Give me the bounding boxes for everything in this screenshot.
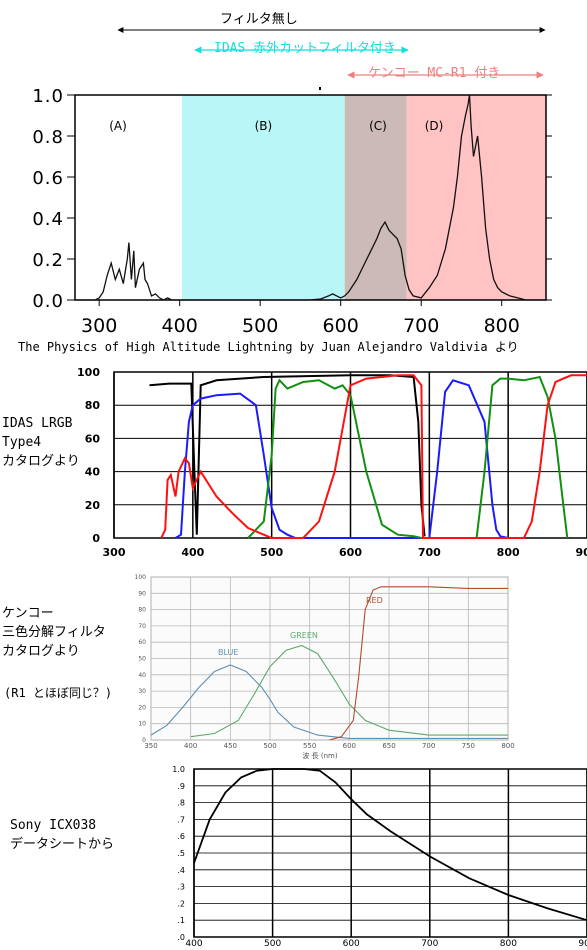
chart3-ytick-label: 90	[138, 590, 146, 597]
chart1-region-label: (A)	[109, 119, 127, 133]
chart3-ytick-label: 70	[138, 623, 146, 630]
chart3-ytick-label: 100	[135, 574, 147, 581]
chart1-spectrum-line	[75, 94, 546, 301]
chart4-xtick-label: 400	[185, 939, 202, 949]
chart2-xtick-label: 700	[418, 546, 441, 559]
chart3-ytick-label: 0	[142, 737, 146, 744]
chart4-ytick-label: .6	[177, 832, 185, 841]
chart4-ytick-label: .9	[177, 782, 185, 791]
chart2-side-label: IDAS LRGB Type4 カタログより	[2, 416, 80, 469]
chart2-xtick-label: 600	[339, 546, 362, 559]
chart1-ytick-label: 0.4	[32, 209, 64, 230]
chart3-ytick-label: 30	[138, 688, 146, 695]
chart3-xtick-label: 350	[144, 742, 157, 750]
chart2-xtick-label: 800	[497, 546, 520, 559]
chart4-ytick-label: .2	[177, 899, 185, 908]
chart4-xtick-label: 600	[343, 939, 360, 949]
chart1-region-band	[344, 95, 407, 300]
chart4-ytick-label: .3	[177, 883, 185, 892]
chart2-ytick-label: 80	[85, 399, 101, 412]
chart3-ytick-label: 60	[138, 639, 146, 646]
chart2-xtick-label: 400	[181, 546, 204, 559]
chart3-ytick-label: 50	[138, 656, 146, 663]
chart3-series-line	[329, 586, 508, 741]
chart3-side-label: ケンコー 三色分解フィルタ カタログより	[2, 606, 106, 659]
chart1-lightning-spectrum: (A) (B) (C) (D) 0.0 0.2 0.4 0.6 0.8 1.0 300 400 500 6…	[32, 86, 552, 337]
chart1-xtick-label: 400	[162, 315, 198, 337]
chart4-ytick-label: .8	[177, 799, 185, 808]
chart3-series-label: RED	[366, 596, 383, 605]
chart3-xtick-label: 500	[263, 742, 276, 750]
chart3-ytick-label: 20	[138, 704, 146, 711]
chart4-xtick-label: 800	[500, 939, 517, 949]
chart1-xtick-label: 800	[484, 315, 520, 337]
chart2-ytick-label: 60	[85, 432, 101, 445]
chart1-region-label: (D)	[425, 119, 444, 133]
chart2-idas-lrgb: 0 20 40 60 80 100 300 400 500 600 700 800 900	[77, 366, 587, 559]
chart3-xtick-label: 550	[303, 742, 316, 750]
chart1-caption: The Physics of High Altitude Lightning b…	[18, 340, 519, 354]
chart3-xtick-label: 700	[422, 742, 435, 750]
header-no-filter: フィルタ無し	[220, 12, 298, 27]
chart1-xtick-label: 600	[323, 315, 359, 337]
chart4-sony-ccd: .0 .1 .2 .3 .4 .5 .6 .7 .8 .9 1.0 400 500 600 700 800 90…	[172, 765, 587, 949]
chart1-ytick-label: 0.8	[32, 127, 64, 148]
chart3-ytick-label: 40	[138, 672, 146, 679]
chart3-ytick-label: 80	[138, 607, 146, 614]
chart1-region-label: (B)	[255, 119, 273, 133]
chart2-xtick-label: 300	[103, 546, 126, 559]
chart3-note: (R1 とほぼ同じ？)	[4, 686, 113, 700]
chart1-xtick-label: 500	[242, 315, 278, 337]
chart1-xtick-label: 300	[81, 315, 117, 337]
chart3-series-label: GREEN	[290, 631, 318, 640]
chart3-xlabel: 波 長 (nm)	[302, 751, 337, 760]
chart4-xtick-label: 900	[578, 939, 587, 949]
chart1-region-band	[182, 95, 345, 300]
chart1-region-label: (C)	[369, 119, 387, 133]
chart3-xtick-label: 650	[382, 742, 395, 750]
chart3-xtick-label: 400	[184, 742, 197, 750]
chart1-ytick-label: 1.0	[32, 86, 64, 107]
chart4-xtick-label: 500	[264, 939, 281, 949]
chart3-xtick-label: 450	[224, 742, 237, 750]
chart4-ytick-label: .7	[177, 815, 185, 824]
chart3-xtick-label: 600	[343, 742, 356, 750]
chart2-xtick-label: 900	[576, 546, 587, 559]
chart2-ytick-label: 100	[77, 366, 100, 379]
chart4-frame	[193, 768, 587, 938]
chart1-ytick-label: 0.0	[32, 291, 64, 312]
chart3-xtick-label: 750	[462, 742, 475, 750]
chart3-kenko-filter: 0 10 20 30 40 50 60 70 80 90 100 350 400 450 500 550 600…	[135, 574, 515, 760]
chart2-series-green	[247, 375, 569, 539]
chart4-ytick-label: .1	[177, 916, 185, 925]
chart2-series-red	[160, 374, 587, 539]
chart4-ytick-label: .0	[177, 933, 185, 942]
chart4-ytick-label: .4	[177, 866, 185, 875]
chart2-ytick-label: 40	[85, 466, 101, 479]
chart4-ytick-label: 1.0	[172, 765, 185, 774]
chart1-ytick-label: 0.2	[32, 250, 64, 271]
chart2-series-black	[149, 374, 426, 537]
chart4-ytick-label: .5	[177, 849, 185, 858]
chart3-series-label: BLUE	[218, 648, 238, 657]
chart2-ytick-label: 0	[92, 532, 100, 545]
chart4-response-line	[193, 768, 587, 922]
chart2-xtick-label: 500	[260, 546, 283, 559]
chart1-xtick-label: 700	[403, 315, 439, 337]
dot-mark	[319, 87, 321, 90]
chart1-region-band	[406, 95, 546, 300]
chart3-xtick-label: 800	[501, 742, 514, 750]
chart1-ytick-label: 0.6	[32, 168, 64, 189]
chart4-xtick-label: 700	[421, 939, 438, 949]
chart2-ytick-label: 20	[85, 499, 101, 512]
chart3-ytick-label: 10	[138, 721, 146, 728]
chart3-series-line	[190, 644, 508, 738]
chart4-side-label: Sony ICX038 データシートから	[10, 818, 115, 852]
chart2-series-blue	[174, 379, 509, 539]
